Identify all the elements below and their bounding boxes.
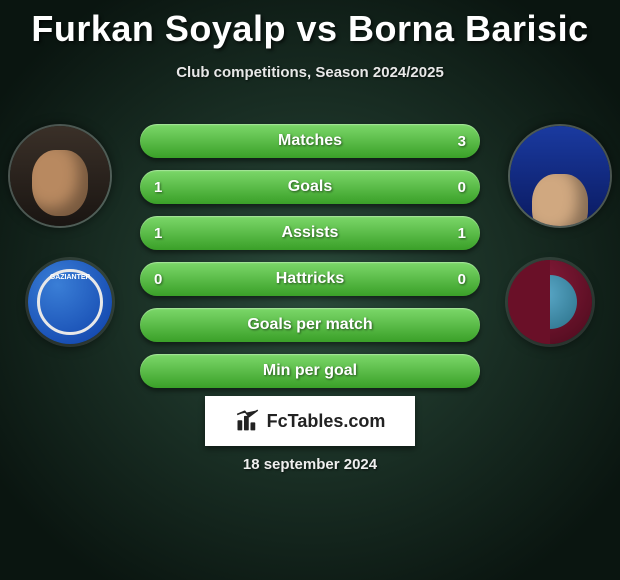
stat-matches-right: 3 — [444, 124, 480, 158]
stat-row-hattricks: 0 Hattricks 0 — [140, 262, 480, 296]
snapshot-date: 18 september 2024 — [0, 456, 620, 473]
stat-matches-label: Matches — [278, 132, 342, 150]
player1-avatar — [8, 124, 112, 228]
stat-mpg-right — [452, 354, 480, 388]
player1-name: Furkan Soyalp — [31, 8, 286, 49]
stat-gpm-right — [452, 308, 480, 342]
chart-icon — [235, 408, 261, 434]
stat-goals-right: 0 — [444, 170, 480, 204]
stat-row-min-per-goal: Min per goal — [140, 354, 480, 388]
player1-club-label: GAZIANTEP — [28, 274, 112, 281]
stat-row-goals: 1 Goals 0 — [140, 170, 480, 204]
stat-row-matches: Matches 3 — [140, 124, 480, 158]
player2-avatar — [508, 124, 612, 228]
player1-head-shape — [32, 150, 88, 216]
stat-row-goals-per-match: Goals per match — [140, 308, 480, 342]
stat-goals-label: Goals — [288, 178, 332, 196]
vs-label: vs — [296, 8, 337, 49]
season-subtitle: Club competitions, Season 2024/2025 — [0, 64, 620, 81]
player2-club-badge — [508, 260, 592, 344]
fctables-text: FcTables.com — [267, 411, 386, 432]
stat-matches-left — [140, 124, 168, 158]
player1-club-badge: GAZIANTEP — [28, 260, 112, 344]
player2-club-stripes — [508, 260, 592, 344]
stat-gpm-label: Goals per match — [247, 316, 372, 334]
stat-mpg-left — [140, 354, 168, 388]
logo-text-com: .com — [343, 411, 385, 431]
stat-row-assists: 1 Assists 1 — [140, 216, 480, 250]
stat-hattricks-right: 0 — [444, 262, 480, 296]
stat-hattricks-label: Hattricks — [276, 270, 344, 288]
player2-head-shape — [532, 174, 588, 228]
comparison-title: Furkan Soyalp vs Borna Barisic — [0, 0, 620, 50]
logo-text-fc: Fc — [267, 411, 288, 431]
stat-mpg-label: Min per goal — [263, 362, 357, 380]
stat-assists-right: 1 — [444, 216, 480, 250]
stat-assists-label: Assists — [282, 224, 339, 242]
logo-text-tables: Tables — [288, 411, 344, 431]
player1-avatar-fill — [10, 126, 110, 226]
stats-container: Matches 3 1 Goals 0 1 Assists 1 0 Hattri… — [140, 124, 480, 388]
stat-assists-left: 1 — [140, 216, 176, 250]
stat-goals-left: 1 — [140, 170, 176, 204]
player2-avatar-fill — [510, 126, 610, 226]
stat-hattricks-left: 0 — [140, 262, 176, 296]
stat-gpm-left — [140, 308, 168, 342]
fctables-logo: FcTables.com — [205, 396, 415, 446]
player2-name: Borna Barisic — [348, 8, 589, 49]
